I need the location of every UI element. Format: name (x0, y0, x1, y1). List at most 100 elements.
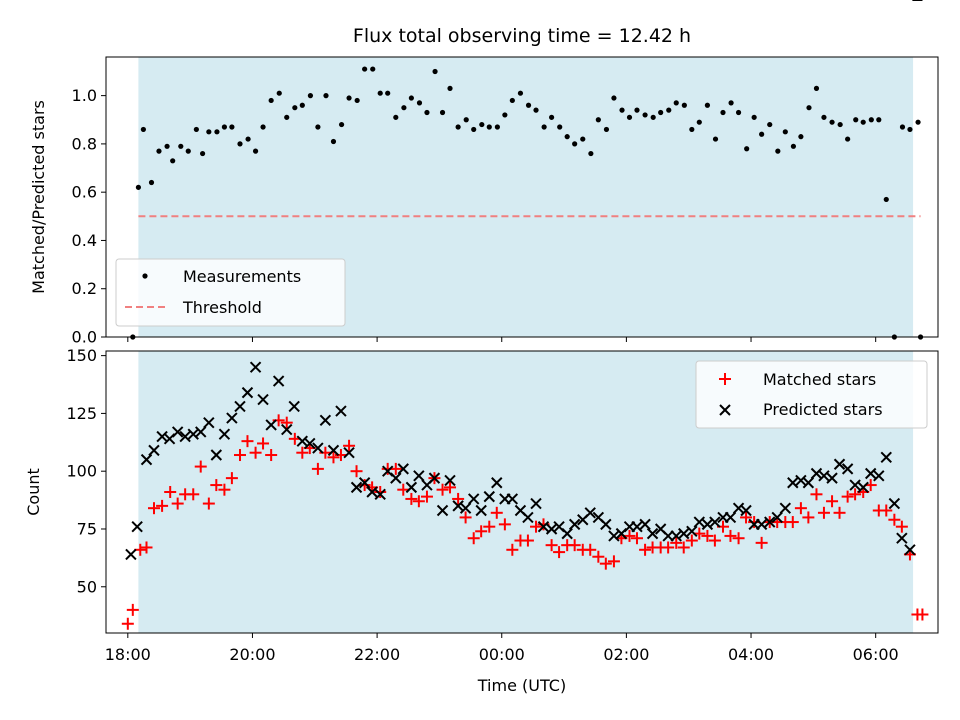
measurement-point (634, 107, 640, 113)
predicted-star-point (631, 520, 643, 533)
legend-predicted-marker (719, 404, 731, 416)
measurement-point (307, 93, 314, 99)
predicted-star-point (670, 530, 682, 542)
predicted-star-point (724, 511, 737, 524)
predicted-star-point (678, 527, 690, 540)
predicted-star-point (459, 502, 472, 514)
measurement-point (346, 95, 352, 101)
predicted-star-point (436, 504, 449, 517)
chart-title: Flux total observing time = 12.42 h (353, 25, 691, 47)
measurement-point (728, 100, 734, 106)
predicted-star-point (444, 474, 456, 487)
x-axis-label: Time (UTC) (477, 676, 566, 695)
measurement-point (377, 90, 383, 96)
matched-star-point (826, 495, 839, 508)
matched-star-point (498, 518, 511, 531)
matched-star-point (327, 451, 340, 464)
matched-star-point (397, 483, 410, 496)
measurement-point (199, 150, 206, 157)
top-y-axis-label: Matched/Predicted stars (29, 100, 48, 294)
measurement-point (696, 119, 702, 125)
measurement-point (455, 124, 461, 130)
predicted-star-point (350, 481, 363, 494)
matched-star-point (412, 495, 425, 508)
predicted-star-point (452, 500, 464, 512)
legend-measurements-label: Measurements (183, 267, 301, 286)
measurement-point (299, 102, 305, 108)
measurement-point (767, 121, 773, 128)
matched-star-point (592, 550, 605, 563)
measurement-point (658, 109, 664, 116)
measurement-point (338, 121, 345, 128)
matched-star-point (405, 492, 418, 505)
measurement-point (689, 126, 695, 133)
measurement-point (260, 124, 266, 130)
predicted-star-point (701, 518, 714, 531)
measurement-point (580, 136, 586, 142)
measurement-point (494, 124, 500, 130)
matched-star-point (916, 608, 929, 621)
predicted-star-point (826, 472, 838, 484)
predicted-star-point (187, 428, 199, 440)
matched-star-point (630, 532, 643, 545)
matched-star-point (677, 541, 690, 554)
predicted-star-point (693, 516, 706, 528)
matched-star-point (521, 534, 534, 547)
xtick-label: 18:00 (105, 645, 151, 664)
matched-star-point (732, 532, 745, 545)
predicted-star-point (639, 518, 651, 531)
bottom-y-axis-label: Count (24, 468, 43, 516)
bottom-x-ticks: 18:00 20:00 22:00 00:00 02:00 04:00 06:00 (105, 633, 899, 664)
predicted-star-point (234, 400, 246, 413)
matched-star-point (740, 511, 753, 524)
measurement-point (907, 126, 913, 133)
matched-star-point (233, 449, 246, 462)
predicted-star-point (397, 463, 409, 475)
measurement-point (268, 97, 274, 104)
measurement-point (899, 124, 906, 130)
matched-star-point (685, 534, 698, 547)
measurement-point (252, 148, 259, 154)
matched-star-point (350, 465, 363, 478)
predicted-star-point (171, 426, 184, 438)
measurement-point (517, 90, 524, 96)
predicted-star-point (131, 520, 143, 533)
top-ytick-label: 1.0 (72, 86, 97, 105)
predicted-star-point (864, 467, 877, 480)
predicted-star-point (818, 470, 830, 482)
matched-star-point (444, 481, 457, 494)
predicted-star-point (195, 426, 207, 438)
top-legend-box (115, 258, 346, 327)
measurement-point (798, 134, 804, 140)
measurement-point (751, 114, 757, 120)
matched-star-point (568, 539, 581, 552)
xtick-label: 20:00 (229, 645, 275, 664)
predicted-star-point (483, 490, 495, 503)
legend-matched-marker (719, 373, 731, 385)
xtick-label: 02:00 (603, 645, 649, 664)
bottom-legend: Matched stars Predicted stars (695, 360, 928, 429)
measurement-point (611, 95, 617, 101)
matched-star-point (724, 529, 737, 542)
matched-star-point (475, 525, 488, 538)
top-ytick-label: 0.2 (72, 279, 97, 298)
measurement-point (883, 196, 889, 203)
top-legend: Measurements Threshold (115, 258, 346, 327)
predicted-star-point (530, 497, 542, 510)
matched-star-point (257, 437, 270, 450)
predicted-star-point (506, 493, 519, 505)
measurement-point (463, 117, 469, 123)
measurement-point (206, 129, 212, 135)
top-ytick-label: 0.8 (72, 134, 97, 153)
matched-star-point (670, 536, 683, 549)
predicted-star-point (272, 375, 285, 387)
measurement-point (330, 138, 337, 145)
top-x-ticks (127, 337, 877, 342)
predicted-star-point (537, 520, 550, 533)
matched-star-point (817, 506, 830, 519)
top-ytick-label: 0.0 (72, 328, 97, 347)
bottom-ytick-label: 75 (77, 519, 97, 538)
measurement-point (284, 114, 290, 120)
matched-star-point (343, 439, 356, 452)
matched-star-point (755, 536, 768, 549)
